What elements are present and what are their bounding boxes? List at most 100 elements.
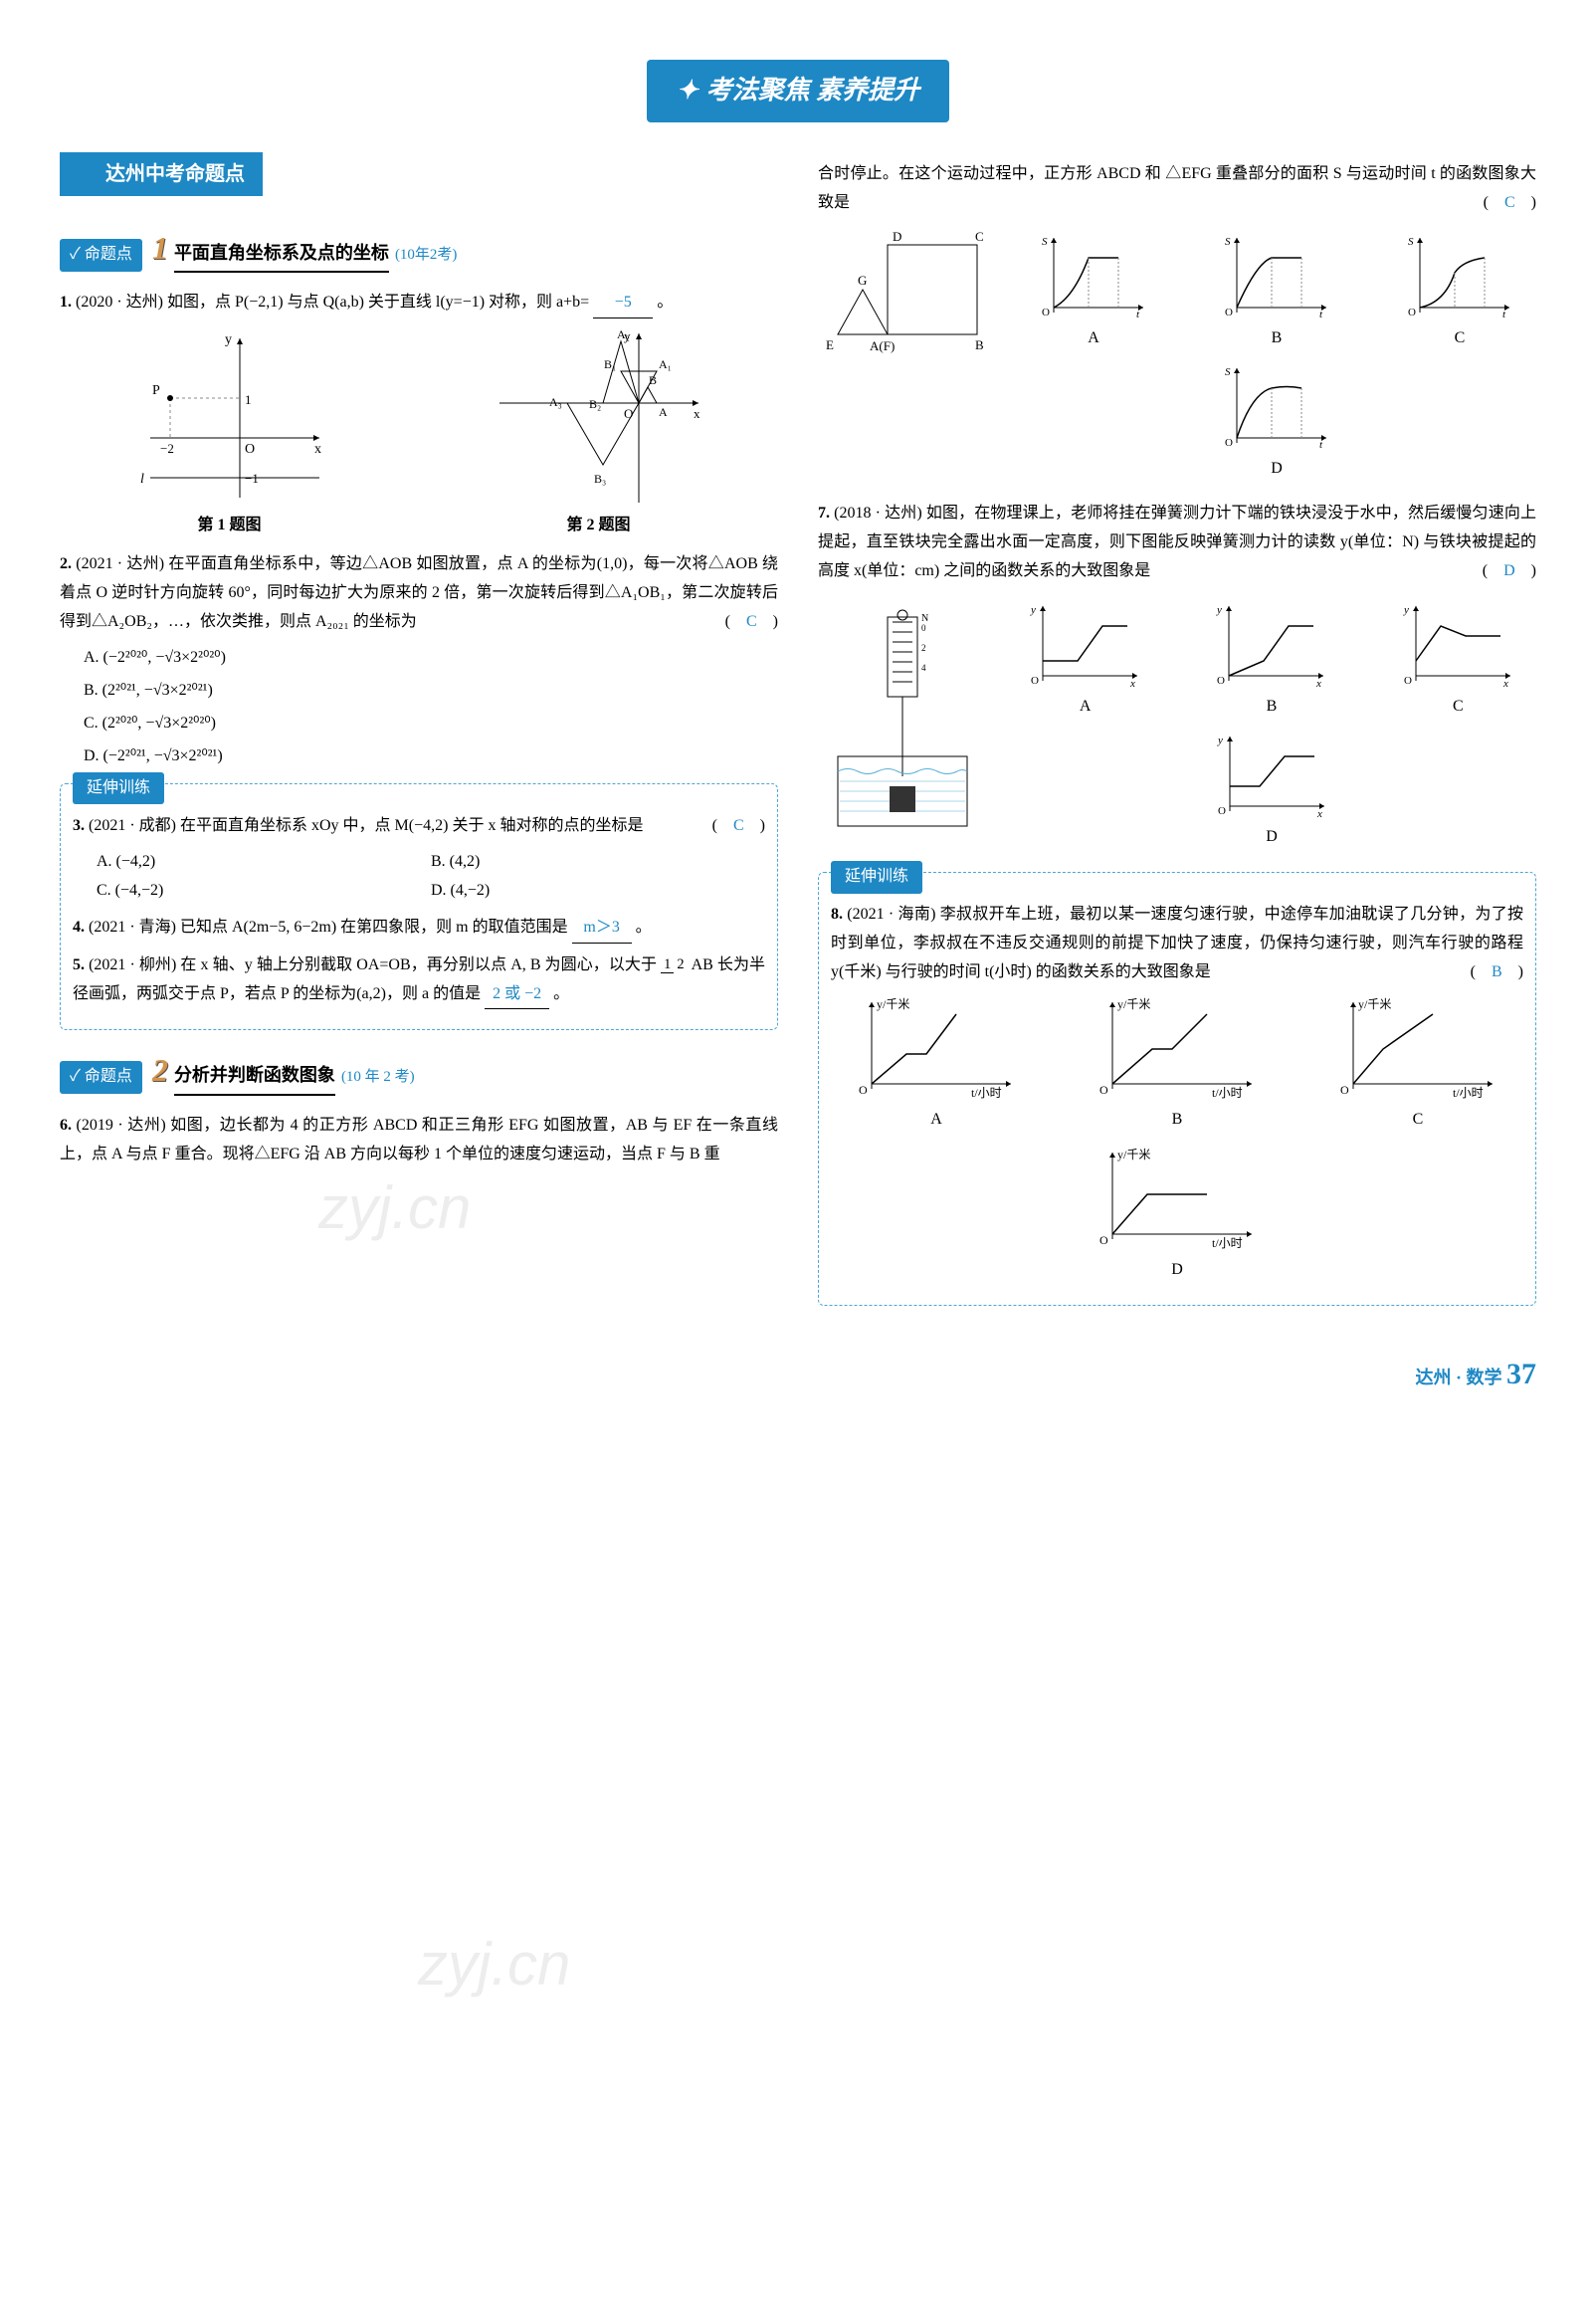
q-text: 在平面直角坐标系中，等边△AOB 如图放置，点 A 的坐标为(1,0)，每一次将…	[60, 555, 778, 630]
svg-text:O: O	[859, 1083, 868, 1097]
q7-graphs: Oxy A Oxy B Oxy C Oxy D	[1007, 601, 1536, 852]
graph-d: Ot/小时y/千米 D	[1093, 1145, 1262, 1285]
answer-blank: m＞3	[572, 914, 632, 944]
svg-text:S: S	[1225, 236, 1231, 248]
q3-choices: A. (−4,2) B. (4,2) C. (−4,−2) D. (4,−2)	[97, 848, 765, 906]
svg-text:t/小时: t/小时	[1212, 1236, 1243, 1250]
q8-graphs: Ot/小时y/千米 A Ot/小时y/千米 B Ot/小时y/千米 C Ot/小…	[831, 994, 1523, 1285]
topic-title: 平面直角坐标系及点的坐标	[174, 237, 389, 273]
question-6: 6. (2019 · 达州) 如图，边长都为 4 的正方形 ABCD 和正三角形…	[60, 1112, 778, 1169]
figure-row-1: x y O P 1 −2 l −1 第 1 题图 x y	[60, 328, 778, 540]
choice-a: A. (−4,2)	[97, 848, 431, 877]
svg-text:y: y	[225, 332, 232, 347]
graph-d: Oxy D	[1215, 732, 1329, 852]
svg-text:y/千米: y/千米	[877, 997, 909, 1011]
banner-text: 考法聚焦 素养提升	[706, 76, 920, 105]
svg-text:A₁: A₁	[659, 357, 672, 371]
choice-b: B. (2²⁰²¹, −√3×2²⁰²¹)	[84, 677, 778, 706]
q6-graphs: OtS A OtS B OtS C OtS	[1017, 233, 1536, 484]
svg-text:y: y	[1403, 604, 1409, 616]
graph-c: Ot/小时y/千米 C	[1333, 994, 1502, 1135]
q6-geometry: G D C E A(F) B	[818, 225, 997, 364]
svg-text:C: C	[975, 229, 984, 244]
svg-text:O: O	[1217, 675, 1225, 687]
figure-2: x y O A B A₁ B₁ A₂ B₂ A₃ B₃ 第 2 题图	[490, 328, 708, 540]
svg-text:y: y	[1216, 604, 1222, 616]
question-1: 1. (2020 · 达州) 如图，点 P(−2,1) 与点 Q(a,b) 关于…	[60, 289, 778, 318]
svg-text:D: D	[893, 229, 901, 244]
svg-text:2: 2	[921, 643, 926, 653]
q-num: 2.	[60, 555, 72, 572]
question-3: 3. (2021 · 成都) 在平面直角坐标系 xOy 中，点 M(−4,2) …	[73, 812, 765, 841]
svg-text:B: B	[649, 373, 657, 387]
svg-text:O: O	[1225, 307, 1233, 318]
choice-c: C. (−4,−2)	[97, 877, 431, 906]
svg-text:0: 0	[921, 623, 926, 633]
svg-text:1: 1	[245, 392, 252, 407]
svg-text:O: O	[1225, 437, 1233, 449]
q6-figure-row: G D C E A(F) B OtS A OtS B	[818, 225, 1536, 492]
choice-b: B. (4,2)	[431, 848, 765, 877]
page-title-banner: ✦考法聚焦 素养提升	[60, 60, 1536, 122]
svg-text:y/千米: y/千米	[1358, 997, 1391, 1011]
graph-c: Oxy C	[1401, 601, 1515, 722]
figure-1: x y O P 1 −2 l −1 第 1 题图	[130, 328, 329, 540]
extension-box-2: 延伸训练 8. (2021 · 海南) 李叔叔开车上班，最初以某一速度匀速行驶，…	[818, 872, 1536, 1306]
svg-text:S: S	[1225, 366, 1231, 378]
page-number: 37	[1506, 1358, 1536, 1390]
svg-text:A: A	[659, 405, 668, 419]
svg-text:t/小时: t/小时	[1212, 1086, 1243, 1100]
choice-c: C. (2²⁰²⁰, −√3×2²⁰²⁰)	[84, 710, 778, 739]
graph-c: OtS C	[1405, 233, 1514, 353]
q-text-end: 。	[657, 294, 673, 311]
svg-text:4: 4	[921, 663, 926, 673]
answer-paren: ( C )	[725, 608, 778, 637]
answer-blank: 2 或 −2	[485, 980, 549, 1010]
svg-text:x: x	[1502, 678, 1508, 690]
q-source: (2020 · 达州)	[76, 294, 163, 311]
q-num: 1.	[60, 294, 72, 311]
graph-b: Oxy B	[1214, 601, 1328, 722]
fig2-svg: x y O A B A₁ B₁ A₂ B₂ A₃ B₃	[490, 328, 708, 508]
graph-a: OtS A	[1039, 233, 1148, 353]
fig1-svg: x y O P 1 −2 l −1	[130, 328, 329, 508]
svg-text:O: O	[1031, 675, 1039, 687]
svg-text:x: x	[1316, 808, 1322, 820]
svg-text:O: O	[245, 442, 255, 457]
svg-text:A₂: A₂	[617, 328, 630, 341]
ext-label: 延伸训练	[73, 772, 164, 805]
svg-text:O: O	[1408, 307, 1416, 318]
svg-text:y: y	[1217, 735, 1223, 746]
svg-text:−2: −2	[160, 441, 174, 456]
banner-box: ✦考法聚焦 素养提升	[647, 60, 949, 122]
section-label: 达州中考命题点	[60, 152, 263, 196]
q-source: (2021 · 达州)	[76, 555, 164, 572]
topic-2-header: ✓ 命题点 2 分析并判断函数图象 (10 年 2 考)	[60, 1042, 778, 1100]
fraction: 12	[661, 957, 687, 973]
svg-text:O: O	[1404, 675, 1412, 687]
svg-text:y/千米: y/千米	[1117, 1148, 1150, 1161]
svg-text:y: y	[1030, 604, 1036, 616]
svg-text:O: O	[1099, 1233, 1108, 1247]
svg-text:x: x	[1129, 678, 1135, 690]
left-column: 达州中考命题点 ✓ 命题点 1 平面直角坐标系及点的坐标 (10年2考) 1. …	[60, 152, 778, 1318]
question-5: 5. (2021 · 柳州) 在 x 轴、y 轴上分别截取 OA=OB，再分别以…	[73, 951, 765, 1010]
page-footer: 达州 · 数学 37	[60, 1348, 1536, 1401]
svg-text:t: t	[1136, 309, 1140, 320]
svg-text:t/小时: t/小时	[971, 1086, 1002, 1100]
svg-text:O: O	[1042, 307, 1050, 318]
svg-text:G: G	[858, 273, 867, 288]
svg-text:y/千米: y/千米	[1117, 997, 1150, 1011]
watermark: zyj.cn	[418, 1911, 570, 2018]
svg-text:x: x	[1315, 678, 1321, 690]
question-7: 7. (2018 · 达州) 如图，在物理课上，老师将挂在弹簧测力计下端的铁块浸…	[818, 500, 1536, 585]
svg-text:E: E	[826, 337, 834, 352]
topic-badge: ✓ 命题点	[60, 239, 142, 272]
svg-text:O: O	[1099, 1083, 1108, 1097]
svg-text:O: O	[1218, 805, 1226, 817]
svg-text:−1: −1	[245, 471, 259, 486]
right-column: 合时停止。在这个运动过程中，正方形 ABCD 和 △EFG 重叠部分的面积 S …	[818, 152, 1536, 1318]
fig2-label: 第 2 题图	[490, 512, 708, 540]
question-6-cont: 合时停止。在这个运动过程中，正方形 ABCD 和 △EFG 重叠部分的面积 S …	[818, 160, 1536, 218]
svg-text:l: l	[140, 472, 144, 487]
